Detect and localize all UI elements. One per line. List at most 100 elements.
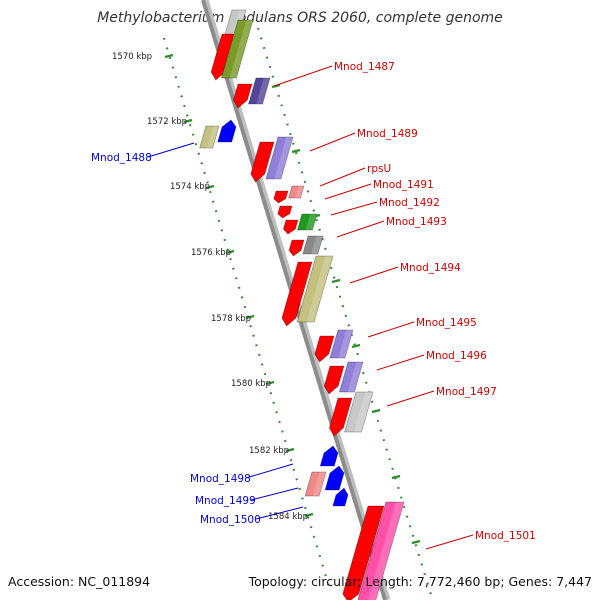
feature-red-arrow-4[interactable] <box>273 190 289 204</box>
kbp-label-1570: 1570 kbp <box>112 52 152 62</box>
feature-red-arrow-1[interactable] <box>209 33 237 81</box>
leader-mnod-1496 <box>376 354 425 371</box>
feature-mnod-1501[interactable] <box>356 501 405 600</box>
forward-gene-labels: Mnod_1487 Mnod_1489 rpsU Mnod_1491 Mnod_… <box>334 61 536 542</box>
leader-rpsu <box>319 167 366 187</box>
feature-red-arrow-9[interactable] <box>327 397 353 437</box>
kbp-label-1572: 1572 kbp <box>147 117 187 127</box>
gene-label-mnod-1492[interactable]: Mnod_1492 <box>379 197 440 209</box>
inner-major-tick <box>351 343 361 349</box>
feature-mnod-1488-bar[interactable] <box>199 125 220 149</box>
kbp-label-1576: 1576 kbp <box>191 248 231 258</box>
leader-mnod-1500 <box>255 506 304 520</box>
map-title: Methylobacterium nodulans ORS 2060, comp… <box>97 10 503 26</box>
genes-value: 7,447 <box>556 574 592 589</box>
label-leaders <box>147 65 474 550</box>
feature-mnod-1497[interactable] <box>344 391 374 433</box>
feature-mnod-1493[interactable] <box>302 235 324 255</box>
kbp-major-tick <box>164 53 174 59</box>
kbp-label-1582: 1582 kbp <box>249 446 289 456</box>
leader-mnod-1493 <box>336 220 385 238</box>
feature-mnod-1488[interactable] <box>217 119 238 143</box>
leader-mnod-1487 <box>273 65 333 87</box>
feature-red-arrow-8[interactable] <box>322 365 345 395</box>
gene-label-mnod-1497[interactable]: Mnod_1497 <box>436 386 497 398</box>
inner-major-tick <box>291 148 301 154</box>
leader-mnod-1488 <box>147 142 195 158</box>
kbp-major-tick <box>285 447 295 453</box>
gene-label-mnod-1489[interactable]: Mnod_1489 <box>357 128 418 140</box>
reverse-gene-labels: Mnod_1488 Mnod_1498 Mnod_1499 Mnod_1500 <box>91 152 261 526</box>
kbp-major-tick <box>225 249 235 255</box>
feature-mnod-1500[interactable] <box>332 487 350 507</box>
inner-major-tick <box>411 539 421 545</box>
gene-label-mnod-1498[interactable]: Mnod_1498 <box>190 473 251 485</box>
leader-mnod-1489 <box>309 132 356 152</box>
gene-label-mnod-1501[interactable]: Mnod_1501 <box>475 530 536 542</box>
gene-label-mnod-1495[interactable]: Mnod_1495 <box>416 317 477 329</box>
accession-line: Accession: NC_011894 <box>8 574 150 589</box>
inner-major-tick <box>331 278 341 284</box>
genome-stats-line: Topology: circular; Length: 7,772,460 bp… <box>248 574 592 589</box>
feature-red-arrow-3[interactable] <box>249 141 275 183</box>
feature-red-arrow-6[interactable] <box>280 261 313 327</box>
feature-green-bar[interactable] <box>296 213 318 231</box>
feature-olive-bar[interactable] <box>220 19 254 79</box>
feature-red-arrow-10[interactable] <box>340 505 385 600</box>
feature-mnod-1494[interactable] <box>296 255 334 323</box>
outer-tick-track <box>162 37 332 591</box>
gene-label-mnod-1487[interactable]: Mnod_1487 <box>334 61 395 73</box>
inner-major-tick <box>271 83 281 89</box>
gene-label-mnod-1488[interactable]: Mnod_1488 <box>91 152 152 164</box>
feature-salmon-bar[interactable] <box>304 471 327 497</box>
kbp-label-1580: 1580 kbp <box>231 379 271 389</box>
outer-tick-dots <box>162 37 332 591</box>
kbp-major-tick <box>183 118 193 124</box>
feature-red-arrow-2[interactable] <box>231 83 253 109</box>
leader-mnod-1495 <box>367 321 415 338</box>
topology-label: Topology: <box>248 574 308 589</box>
kbp-label-1574: 1574 kbp <box>170 182 210 192</box>
feature-mnod-1498[interactable] <box>319 445 340 467</box>
leader-mnod-1492 <box>330 201 378 216</box>
feature-mnod-1489[interactable] <box>265 136 294 180</box>
accession-value: NC_011894 <box>78 574 151 589</box>
feature-mnod-1495[interactable] <box>329 329 354 359</box>
feature-mnod-1499[interactable] <box>324 465 346 491</box>
kbp-label-1584: 1584 kbp <box>268 512 308 522</box>
feature-red-arrow-7[interactable] <box>313 335 335 363</box>
feature-rpsu[interactable] <box>288 185 305 199</box>
inner-major-tick <box>391 474 401 480</box>
inner-major-tick <box>371 408 381 414</box>
genes-label: Genes: <box>508 574 553 589</box>
feature-red-arrow-5[interactable] <box>287 239 305 257</box>
kbp-major-tick <box>304 512 314 518</box>
feature-mnod-1496[interactable] <box>338 361 364 393</box>
kbp-tick-labels: 1570 kbp 1572 kbp 1574 kbp 1576 kbp 1578… <box>112 52 308 522</box>
leader-mnod-1494 <box>349 266 399 284</box>
gene-label-mnod-1500[interactable]: Mnod_1500 <box>200 514 261 526</box>
gene-features <box>199 9 405 600</box>
accession-label: Accession: <box>8 574 75 589</box>
kbp-major-tick <box>245 314 255 320</box>
length-label: Length: <box>365 574 413 589</box>
leader-mnod-1498 <box>245 463 294 479</box>
feature-mnod-1492[interactable] <box>282 219 299 235</box>
feature-mnod-1491[interactable] <box>277 205 293 219</box>
kbp-major-tick <box>265 380 275 386</box>
leader-mnod-1497 <box>386 390 435 407</box>
leader-mnod-1491 <box>324 183 372 200</box>
topology-value: circular <box>311 574 358 589</box>
gene-label-rpsu[interactable]: rpsU <box>367 163 391 175</box>
kbp-label-1578: 1578 kbp <box>211 314 251 324</box>
length-value: 7,772,460 bp <box>416 574 501 589</box>
kbp-major-tick <box>205 184 215 190</box>
feature-mnod-1487[interactable] <box>248 77 271 105</box>
leader-mnod-1499 <box>250 487 299 501</box>
gene-label-mnod-1496[interactable]: Mnod_1496 <box>426 350 487 362</box>
gene-label-mnod-1499[interactable]: Mnod_1499 <box>195 495 256 507</box>
gene-label-mnod-1493[interactable]: Mnod_1493 <box>386 216 447 228</box>
leader-mnod-1501 <box>425 534 474 550</box>
gene-label-mnod-1494[interactable]: Mnod_1494 <box>400 262 461 274</box>
gene-label-mnod-1491[interactable]: Mnod_1491 <box>373 179 434 191</box>
